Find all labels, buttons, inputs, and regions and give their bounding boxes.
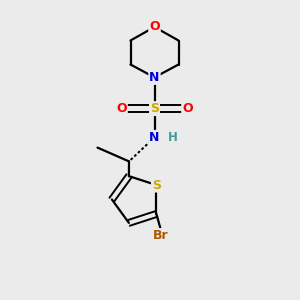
Text: H: H (168, 131, 177, 144)
Text: Br: Br (153, 229, 169, 242)
Text: O: O (182, 102, 193, 115)
Text: N: N (149, 71, 160, 84)
Text: S: S (152, 178, 161, 191)
Text: S: S (150, 102, 159, 115)
Text: O: O (149, 20, 160, 34)
Text: N: N (149, 131, 160, 144)
Text: O: O (116, 102, 127, 115)
